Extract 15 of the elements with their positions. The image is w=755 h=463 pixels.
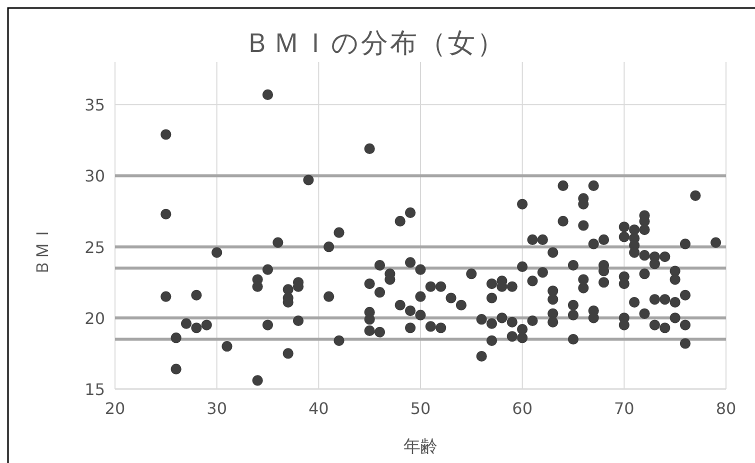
x-tick-label: 80	[716, 399, 736, 418]
y-tick-label: 20	[84, 308, 105, 328]
y-tick-label: 35	[84, 96, 105, 115]
x-tick-label: 30	[206, 399, 228, 418]
x-tick-label: 60	[512, 399, 533, 418]
x-tick-label: 70	[614, 399, 634, 418]
chart-title: ＢＭＩの分布（女）	[244, 28, 506, 59]
x-tick-label: 50	[410, 399, 431, 418]
y-tick-label: 15	[84, 380, 105, 399]
y-tick-label: 25	[84, 238, 105, 257]
x-axis-title: 年齢	[404, 437, 438, 457]
y-tick-label: 30	[84, 166, 105, 186]
x-tick-label: 20	[104, 399, 126, 418]
y-axis-title: ＢＭＩ	[33, 225, 53, 276]
x-tick-label: 40	[308, 399, 329, 418]
